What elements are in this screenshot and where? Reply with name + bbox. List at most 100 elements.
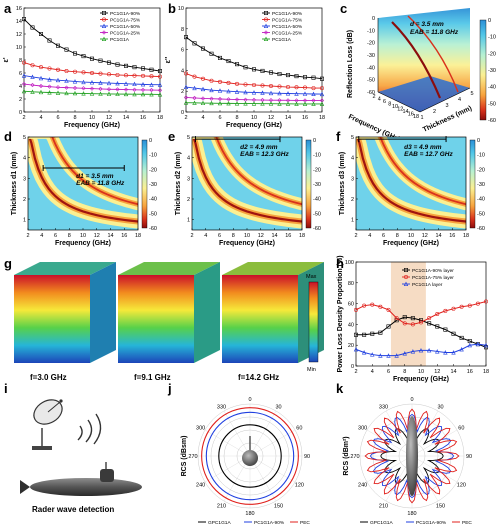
a-series-1-point	[21, 60, 26, 65]
a-series-0-point	[30, 25, 35, 30]
c-xtick-label: 16	[408, 112, 414, 118]
a-series-2-point	[132, 81, 137, 87]
b-series-1-point	[260, 83, 265, 88]
a-legend-marker-4	[101, 36, 107, 42]
panel-label-d: d	[4, 129, 12, 144]
f-colorbar-tick: -10	[477, 153, 485, 159]
f-xtick-label: 8	[396, 233, 399, 239]
b-series-4-point	[192, 100, 197, 105]
h-xtick-label: 10	[418, 369, 424, 375]
a-series-4-point	[47, 90, 52, 95]
b-xtick-label: 12	[268, 115, 274, 121]
chart-h-power-loss-density: 2 4 6 8 10 12 14 16 18 0 20 40 60 80 100 Frequency (GHz…	[337, 255, 489, 383]
f-annotation-eab: EAB = 12.7 GHz	[404, 151, 453, 158]
h-ylabel: Power Loss Density Proportion (%)	[337, 255, 344, 372]
k-angle-label: 330	[379, 405, 388, 411]
colorbar-c-tick: -60	[488, 118, 496, 124]
a-xtick-label: 12	[106, 115, 112, 121]
k-legend-label-0: GPC1G1A	[370, 520, 393, 524]
b-series-1-point	[226, 80, 231, 85]
k-angle-label: 60	[458, 426, 464, 432]
b-series-3-point	[217, 96, 223, 102]
h-series-0-point	[435, 324, 440, 329]
h-legend-label-0: PC1G1A-90% layer	[412, 268, 454, 274]
h-legend-label-2: PC1G1A layer	[412, 282, 443, 288]
panel-label-g: g	[4, 256, 12, 271]
a-series-0-point	[73, 51, 78, 56]
h-series-2-point	[467, 342, 472, 348]
a-series-1-point	[158, 74, 163, 79]
a-series-3-point	[115, 87, 120, 92]
a-series-1-point	[73, 69, 78, 74]
a-series-line-2	[23, 75, 160, 86]
h-series-2-point	[394, 353, 399, 358]
j-angle-label: 270	[188, 454, 197, 460]
a-series-4-point	[132, 91, 137, 97]
b-legend-marker-0	[263, 11, 268, 16]
k-angle-label: 0	[410, 397, 413, 403]
h-series-0-point	[467, 339, 472, 344]
a-ytick-label: 8	[19, 58, 22, 64]
b-series-0-point	[311, 75, 316, 80]
h-series-line-1	[355, 301, 487, 325]
a-legend-label-1: PC1G1A-75%	[110, 17, 141, 23]
h-series-2-point	[410, 349, 416, 354]
h-legend-marker-0	[403, 267, 408, 272]
e-ytick-label: 2	[187, 197, 190, 203]
h-series-2-point	[402, 351, 407, 356]
block-2	[118, 262, 220, 363]
h-series-2-point	[443, 350, 448, 355]
b-xtick-label: 10	[251, 115, 257, 121]
a-series-1-point	[64, 69, 69, 74]
g-label-2: f=9.1 GHz	[134, 373, 171, 382]
b-series-2-point	[192, 85, 197, 91]
a-series-3-point	[89, 86, 95, 91]
k-series-2	[364, 408, 460, 504]
c-ytick-label: 3	[445, 103, 448, 109]
h-xtick-label: 4	[371, 369, 374, 375]
b-series-2-point	[260, 90, 265, 95]
surface-axis-y	[419, 87, 471, 113]
b-ytick-label: 2	[181, 89, 184, 95]
a-xtick-label: 14	[123, 115, 129, 121]
c-ztick-label: -10	[367, 28, 375, 34]
c-xtick-label: 2	[372, 94, 375, 100]
block-1-front	[14, 275, 90, 363]
d-band-2-core	[51, 137, 138, 206]
surface-axis-x	[377, 91, 421, 113]
c-ytick-label: 5	[470, 91, 473, 97]
b-series-1-point	[235, 81, 240, 86]
b-series-2-point	[302, 91, 308, 96]
a-series-4-point	[98, 91, 103, 96]
a-series-2-point	[123, 81, 129, 86]
b-series-0-point	[201, 46, 206, 51]
d-colorbar	[141, 139, 148, 229]
c-ztick-label: -20	[367, 41, 375, 47]
b-series-line-4	[185, 102, 322, 105]
b-series-4-point	[234, 101, 240, 106]
j-angle-label: 330	[217, 405, 226, 411]
e-xtick-label: 12	[258, 233, 264, 239]
b-series-4-point	[294, 101, 299, 106]
j-legend-label-0: GPC1G1A	[208, 520, 231, 524]
h-xtick-label: 18	[483, 369, 489, 375]
chart-k-rcs-polar: 0 30 60 90 120 150 180 210 240 270 300 330 RCS (dBm²…	[343, 397, 472, 524]
d-field	[28, 137, 138, 229]
b-series-line-1	[185, 73, 322, 89]
colorbar-c-tick: 0	[488, 18, 491, 24]
f-colorbar-tick: -50	[477, 211, 485, 217]
a-ytick-label: 12	[16, 32, 22, 38]
f-xtick-label: 2	[354, 233, 357, 239]
a-series-1-point	[90, 71, 95, 76]
a-series-2-point	[30, 74, 35, 79]
h-series-1-point	[427, 316, 432, 321]
d-colorbar-tick: -20	[149, 167, 157, 173]
j-angle-label: 180	[245, 511, 254, 517]
h-series-2-point	[459, 346, 464, 352]
h-series-1-point	[394, 316, 399, 321]
b-legend-label-4: PC1G1A	[272, 37, 292, 43]
b-series-line-2	[185, 86, 323, 95]
a-series-3-point	[81, 86, 86, 91]
block-2-front	[118, 275, 194, 363]
